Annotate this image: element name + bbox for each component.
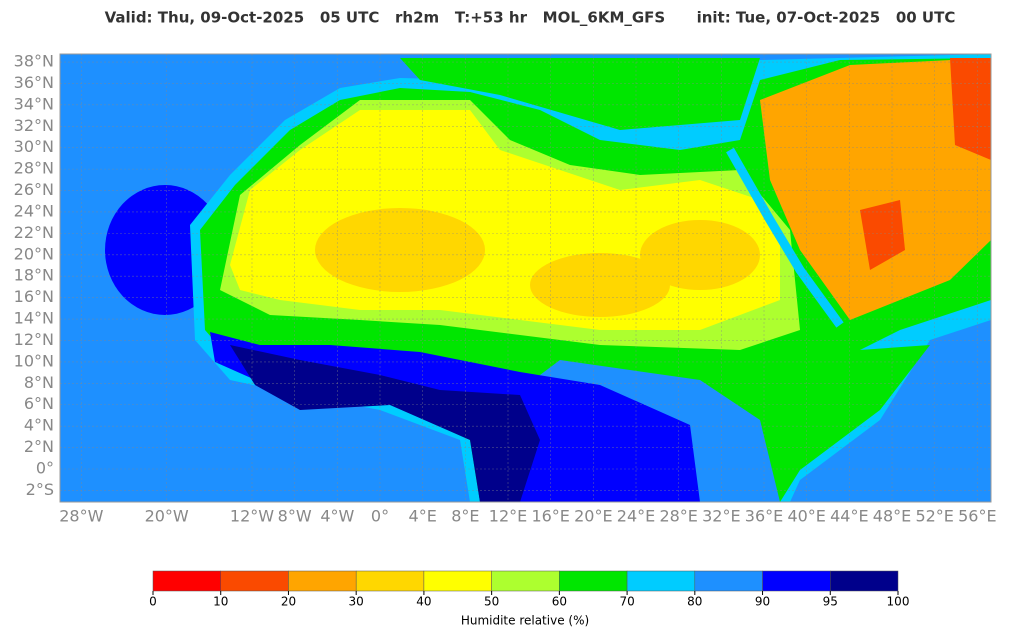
lat-label: 30°N — [14, 137, 54, 156]
colorbar-tick-label: 30 — [349, 595, 364, 609]
colorbar-segment — [626, 570, 696, 592]
lon-label: 48°E — [873, 507, 911, 526]
lon-label: 4°W — [320, 507, 354, 526]
colorbar-tick-label: 20 — [281, 595, 296, 609]
lon-label: 16°E — [531, 507, 569, 526]
colorbar-segment — [152, 570, 221, 592]
lat-label: 38°N — [14, 52, 54, 71]
lat-label: 22°N — [14, 223, 54, 242]
lat-label: 8°N — [24, 373, 54, 392]
colorbar-tick-label: 10 — [213, 595, 228, 609]
colorbar-segment — [423, 570, 492, 592]
lat-label: 20°N — [14, 244, 54, 263]
lat-label: 34°N — [14, 94, 54, 113]
lat-label: 16°N — [14, 287, 54, 306]
lon-label: 28°W — [59, 507, 103, 526]
graticule — [60, 54, 991, 502]
colorbar-tick-label: 50 — [484, 595, 499, 609]
colorbar-segment — [288, 570, 357, 592]
lon-label: 12°E — [489, 507, 527, 526]
lon-label: 28°E — [659, 507, 697, 526]
lon-label: 44°E — [830, 507, 868, 526]
colorbar-label: Humidite relative (%) — [461, 614, 589, 628]
colorbar-segment — [762, 570, 831, 592]
lat-label: 4°N — [24, 416, 54, 435]
lat-label: 24°N — [14, 201, 54, 220]
colorbar-segment — [830, 570, 899, 592]
colorbar-tick-label: 95 — [823, 595, 838, 609]
lat-label: 12°N — [14, 330, 54, 349]
colorbar-tick-label: 80 — [687, 595, 702, 609]
lon-label: 12°W — [230, 507, 274, 526]
colorbar-segment — [220, 570, 289, 592]
colorbar-segment — [355, 570, 425, 592]
lat-label: 0° — [36, 459, 54, 478]
lon-label: 20°E — [574, 507, 612, 526]
humidity-patch — [315, 208, 485, 292]
lon-label: 52°E — [915, 507, 953, 526]
lat-label: 2°N — [24, 437, 54, 456]
lat-label: 18°N — [14, 266, 54, 285]
humidity-field — [60, 54, 991, 502]
colorbar-tick-label: 100 — [887, 595, 910, 609]
lat-label: 2°S — [26, 480, 54, 499]
lon-label: 4°E — [409, 507, 437, 526]
lon-label: 20°W — [145, 507, 189, 526]
lat-label: 10°N — [14, 351, 54, 370]
lat-label: 32°N — [14, 116, 54, 135]
colorbar-tick-label: 0 — [149, 595, 157, 609]
colorbar-segment — [694, 570, 763, 592]
lon-label: 8°E — [451, 507, 479, 526]
colorbar-tick-label: 90 — [755, 595, 770, 609]
humidity-patch — [530, 253, 670, 317]
colorbar-tick-label: 40 — [416, 595, 431, 609]
colorbar-segment — [559, 570, 628, 592]
lon-label: 0° — [371, 507, 389, 526]
lat-label: 26°N — [14, 180, 54, 199]
colorbar-tick-label: 70 — [619, 595, 634, 609]
humidity-patch — [400, 58, 760, 130]
lon-label: 32°E — [702, 507, 740, 526]
lon-label: 36°E — [745, 507, 783, 526]
lat-label: 6°N — [24, 394, 54, 413]
humidity-patch — [950, 58, 991, 160]
lon-label: 40°E — [787, 507, 825, 526]
colorbar-segment — [491, 570, 560, 592]
lon-label: 56°E — [958, 507, 996, 526]
map-title: Valid: Thu, 09-Oct-2025 05 UTC rh2m T:+5… — [105, 9, 956, 27]
lon-label: 8°W — [278, 507, 312, 526]
colorbar-tick-label: 60 — [552, 595, 567, 609]
map-frame — [59, 53, 992, 503]
lat-label: 36°N — [14, 73, 54, 92]
humidity-patch — [860, 200, 905, 270]
lon-label: 24°E — [617, 507, 655, 526]
humidity-patch — [230, 345, 540, 502]
lat-label: 28°N — [14, 159, 54, 178]
lat-label: 14°N — [14, 309, 54, 328]
